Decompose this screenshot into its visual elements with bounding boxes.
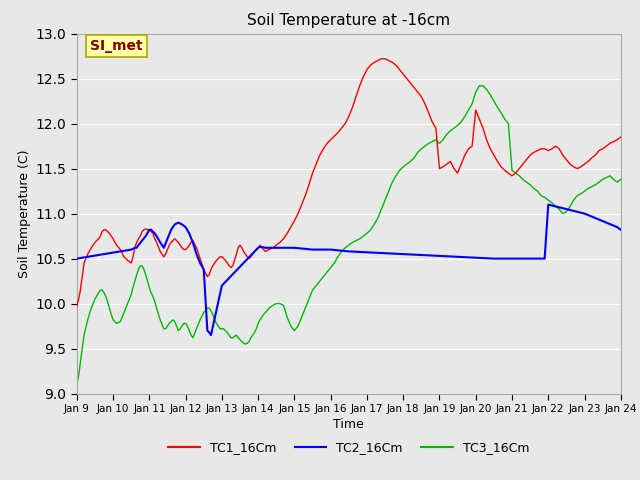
Y-axis label: Soil Temperature (C): Soil Temperature (C) — [19, 149, 31, 278]
TC2_16Cm — [617, 227, 625, 233]
TC2_16Cm — [345, 249, 353, 254]
TC3_16Cm — [73, 382, 81, 387]
TC2_16Cm — [207, 332, 215, 338]
Legend: TC1_16Cm, TC2_16Cm, TC3_16Cm: TC1_16Cm, TC2_16Cm, TC3_16Cm — [163, 436, 534, 459]
TC3_16Cm — [599, 177, 607, 182]
TC2_16Cm — [613, 224, 621, 230]
TC2_16Cm — [545, 202, 552, 207]
TC1_16Cm — [221, 257, 229, 263]
TC1_16Cm — [75, 296, 83, 302]
Line: TC3_16Cm: TC3_16Cm — [77, 86, 621, 384]
TC2_16Cm — [158, 242, 166, 248]
TC2_16Cm — [153, 233, 161, 239]
TC3_16Cm — [200, 310, 207, 315]
TC3_16Cm — [221, 328, 229, 334]
TC1_16Cm — [200, 266, 207, 272]
TC2_16Cm — [519, 256, 527, 262]
TC3_16Cm — [75, 373, 83, 379]
TC1_16Cm — [73, 303, 81, 309]
TC3_16Cm — [116, 319, 124, 324]
TC1_16Cm — [116, 247, 124, 252]
TC3_16Cm — [476, 83, 483, 89]
Title: Soil Temperature at -16cm: Soil Temperature at -16cm — [247, 13, 451, 28]
Text: SI_met: SI_met — [90, 39, 143, 53]
Line: TC2_16Cm: TC2_16Cm — [77, 204, 621, 335]
TC1_16Cm — [617, 134, 625, 140]
TC2_16Cm — [73, 256, 81, 262]
TC1_16Cm — [599, 146, 607, 152]
TC3_16Cm — [211, 317, 218, 323]
TC3_16Cm — [617, 177, 625, 182]
Line: TC1_16Cm: TC1_16Cm — [77, 59, 621, 306]
X-axis label: Time: Time — [333, 418, 364, 431]
TC1_16Cm — [378, 56, 385, 62]
TC2_16Cm — [138, 238, 146, 243]
TC1_16Cm — [211, 260, 218, 266]
